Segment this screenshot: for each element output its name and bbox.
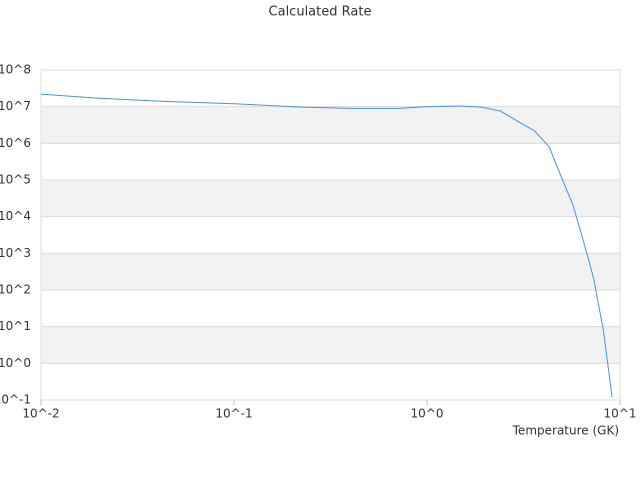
y-tick-label: 10^2 xyxy=(0,283,31,297)
y-tick-label: 10^8 xyxy=(0,63,31,77)
x-tick-label: 10^1 xyxy=(604,407,637,421)
x-tick-label: 10^-1 xyxy=(215,407,252,421)
grid-band xyxy=(41,326,620,364)
grid-band xyxy=(41,253,620,290)
y-tick-label: 10^6 xyxy=(0,136,31,150)
x-tick-label: 10^-2 xyxy=(22,407,59,421)
grid-band xyxy=(41,180,620,217)
y-tick-label: 10^0 xyxy=(0,356,31,370)
y-tick-label: 10^1 xyxy=(0,319,31,333)
x-axis-label: Temperature (GK) xyxy=(512,424,619,438)
x-tick-label: 10^0 xyxy=(411,407,444,421)
data-line xyxy=(40,93,613,398)
y-tick-label: 10^4 xyxy=(0,209,31,223)
grid-band xyxy=(41,106,620,144)
y-tick-label: 10^5 xyxy=(0,173,31,187)
y-tick-label: 10^7 xyxy=(0,99,31,113)
y-tick-label: 10^3 xyxy=(0,246,31,260)
chart-title: Calculated Rate xyxy=(269,5,372,20)
y-tick-label: 10^-1 xyxy=(0,393,31,407)
plot-border xyxy=(40,69,621,401)
